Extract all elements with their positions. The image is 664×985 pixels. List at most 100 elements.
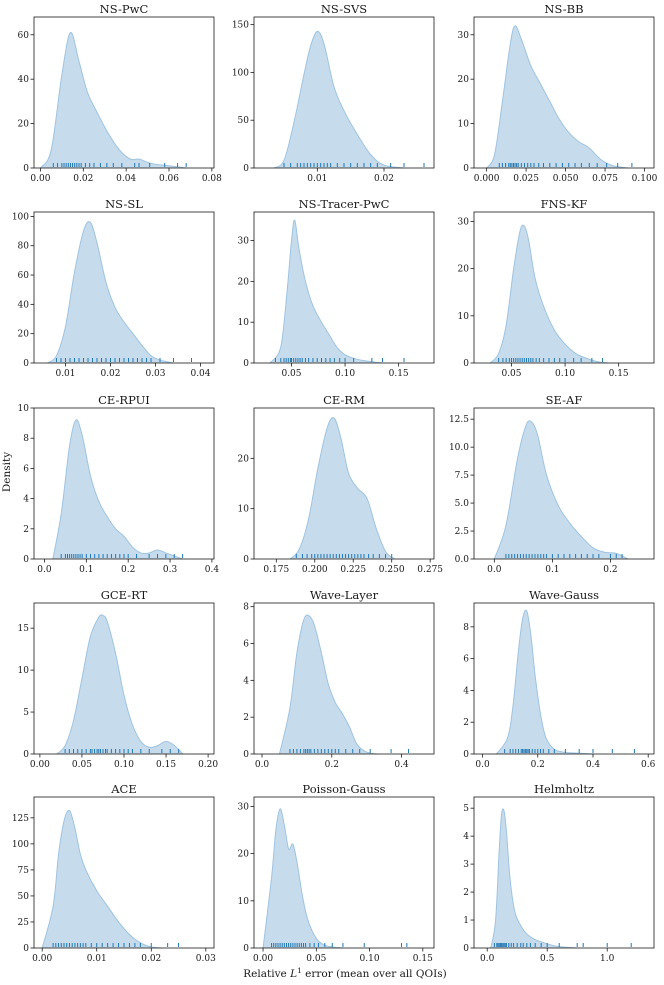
panel-frame (473, 602, 655, 755)
y-tick-label: 4 (23, 495, 29, 505)
x-tick-label: 0.0 (480, 954, 495, 964)
x-axis-label-sup: 1 (297, 966, 302, 975)
y-tick-label: 5.0 (455, 499, 470, 509)
x-tick-label: 0.20 (198, 760, 218, 770)
panel-ce-rpui: CE-RPUI 0.0 0.1 0.2 0.3 0.4 0 2 4 6 8 10 (18, 393, 220, 575)
x-tick-label: 0.025 (513, 174, 539, 184)
x-axis-label-prefix: Relative (243, 968, 290, 980)
x-tick-label: 0.000 (474, 174, 500, 184)
x-tick-label: 0.10 (360, 954, 380, 964)
x-tick-label: 0.3 (163, 565, 178, 575)
density-curve (40, 32, 187, 169)
x-tick-label: 0.08 (202, 174, 222, 184)
panel-frame (473, 796, 655, 949)
panel-ns-sl: NS-SL 0.01 0.02 0.03 0.04 0 20 40 60 80 100 (12, 197, 215, 379)
y-tick-label: 0 (243, 750, 249, 760)
x-tick-label: 0.02 (100, 369, 120, 379)
y-tick-label: 7.5 (455, 471, 470, 481)
x-tick-label: 0.15 (156, 760, 176, 770)
y-tick-label: 25 (18, 918, 30, 928)
y-tick-label: 1 (463, 916, 469, 926)
x-tick-label: 0.00 (30, 760, 50, 770)
y-tick-label: 30 (458, 31, 470, 41)
x-tick-label: 0.06 (159, 174, 179, 184)
x-tick-label: 0.1 (545, 565, 559, 575)
panel-frame (33, 407, 215, 560)
x-tick-label: 0.250 (379, 565, 405, 575)
panel-frame (473, 407, 655, 560)
panel-title: NS-Tracer-PwC (299, 197, 390, 211)
y-tick-label: 0 (23, 359, 29, 369)
panel-title: Poisson-Gauss (302, 782, 385, 796)
y-tick-label: 6 (463, 655, 469, 665)
y-tick-label: 10 (458, 120, 470, 130)
panel-title: FNS-KF (541, 197, 588, 211)
panel-frame (33, 211, 215, 364)
y-tick-label: 0 (463, 944, 469, 954)
y-tick-label: 30 (238, 802, 250, 812)
y-tick-label: 3 (463, 860, 469, 870)
density-area (486, 25, 629, 169)
x-tick-label: 0.2 (325, 760, 339, 770)
x-tick-label: 0.5 (540, 954, 555, 964)
x-tick-label: 0.1 (79, 565, 93, 575)
panel-ns-bb: NS-BB 0.000 0.025 0.050 0.075 0.100 0 10 20 30 (458, 2, 658, 184)
y-tick-label: 4 (463, 832, 469, 842)
y-tick-label: 15 (18, 624, 30, 634)
density-curve (269, 219, 383, 364)
density-area (47, 221, 174, 363)
x-tick-label: 0.050 (553, 174, 579, 184)
panel-frame (473, 16, 655, 169)
panel-wave-layer: Wave-Layer 0.0 0.2 0.4 0 2 4 6 8 (243, 588, 435, 770)
x-tick-label: 0.200 (302, 565, 328, 575)
x-tick-label: 0.10 (555, 369, 575, 379)
panel-se-af: SE-AF 0.0 0.1 0.2 0.0 2.5 5.0 7.5 10.0 12.5 (449, 393, 655, 575)
x-tick-label: 1.0 (600, 954, 615, 964)
y-tick-label: 20 (458, 75, 470, 85)
y-tick-label: 8 (243, 603, 249, 613)
y-tick-label: 10 (238, 897, 250, 907)
density-area (490, 225, 608, 363)
x-tick-label: 0.2 (121, 565, 135, 575)
density-area (40, 32, 187, 168)
x-tick-label: 0.04 (116, 174, 136, 184)
x-tick-label: 0.6 (641, 760, 656, 770)
x-tick-label: 0.00 (30, 174, 50, 184)
y-tick-label: 0 (463, 164, 469, 174)
density-curve (495, 609, 594, 755)
y-tick-label: 20 (238, 850, 250, 860)
y-tick-label: 20 (18, 120, 30, 130)
y-tick-label: 2 (463, 718, 469, 728)
x-tick-label: 0.2 (603, 565, 617, 575)
x-tick-label: 0.02 (73, 174, 93, 184)
y-tick-label: 10 (238, 318, 250, 328)
y-tick-label: 100 (12, 212, 29, 222)
y-tick-label: 40 (18, 300, 30, 310)
x-axis-label-symbol: L (289, 968, 297, 980)
y-tick-label: 6 (243, 640, 249, 650)
y-tick-label: 0 (463, 750, 469, 760)
x-tick-label: 0.04 (190, 369, 210, 379)
y-tick-label: 5 (23, 708, 29, 718)
y-tick-label: 0 (243, 555, 249, 565)
x-tick-label: 0.00 (253, 954, 273, 964)
y-tick-label: 20 (18, 330, 30, 340)
x-tick-label: 0.225 (340, 565, 366, 575)
panel-title: NS-SL (105, 197, 143, 211)
y-tick-label: 0 (243, 359, 249, 369)
y-tick-label: 0 (23, 944, 29, 954)
y-tick-label: 6 (23, 464, 29, 474)
x-tick-label: 0.0 (475, 760, 490, 770)
y-tick-label: 60 (18, 271, 30, 281)
density-curve (278, 614, 378, 755)
panel-title: NS-PwC (100, 2, 149, 16)
y-tick-label: 0 (243, 164, 249, 174)
density-curve (486, 25, 629, 169)
panel-title: NS-SVS (321, 2, 367, 16)
density-curve (490, 808, 578, 949)
density-area (42, 810, 163, 948)
x-tick-label: 0.0 (255, 760, 270, 770)
y-tick-label: 50 (238, 116, 250, 126)
x-tick-label: 0.01 (87, 954, 107, 964)
